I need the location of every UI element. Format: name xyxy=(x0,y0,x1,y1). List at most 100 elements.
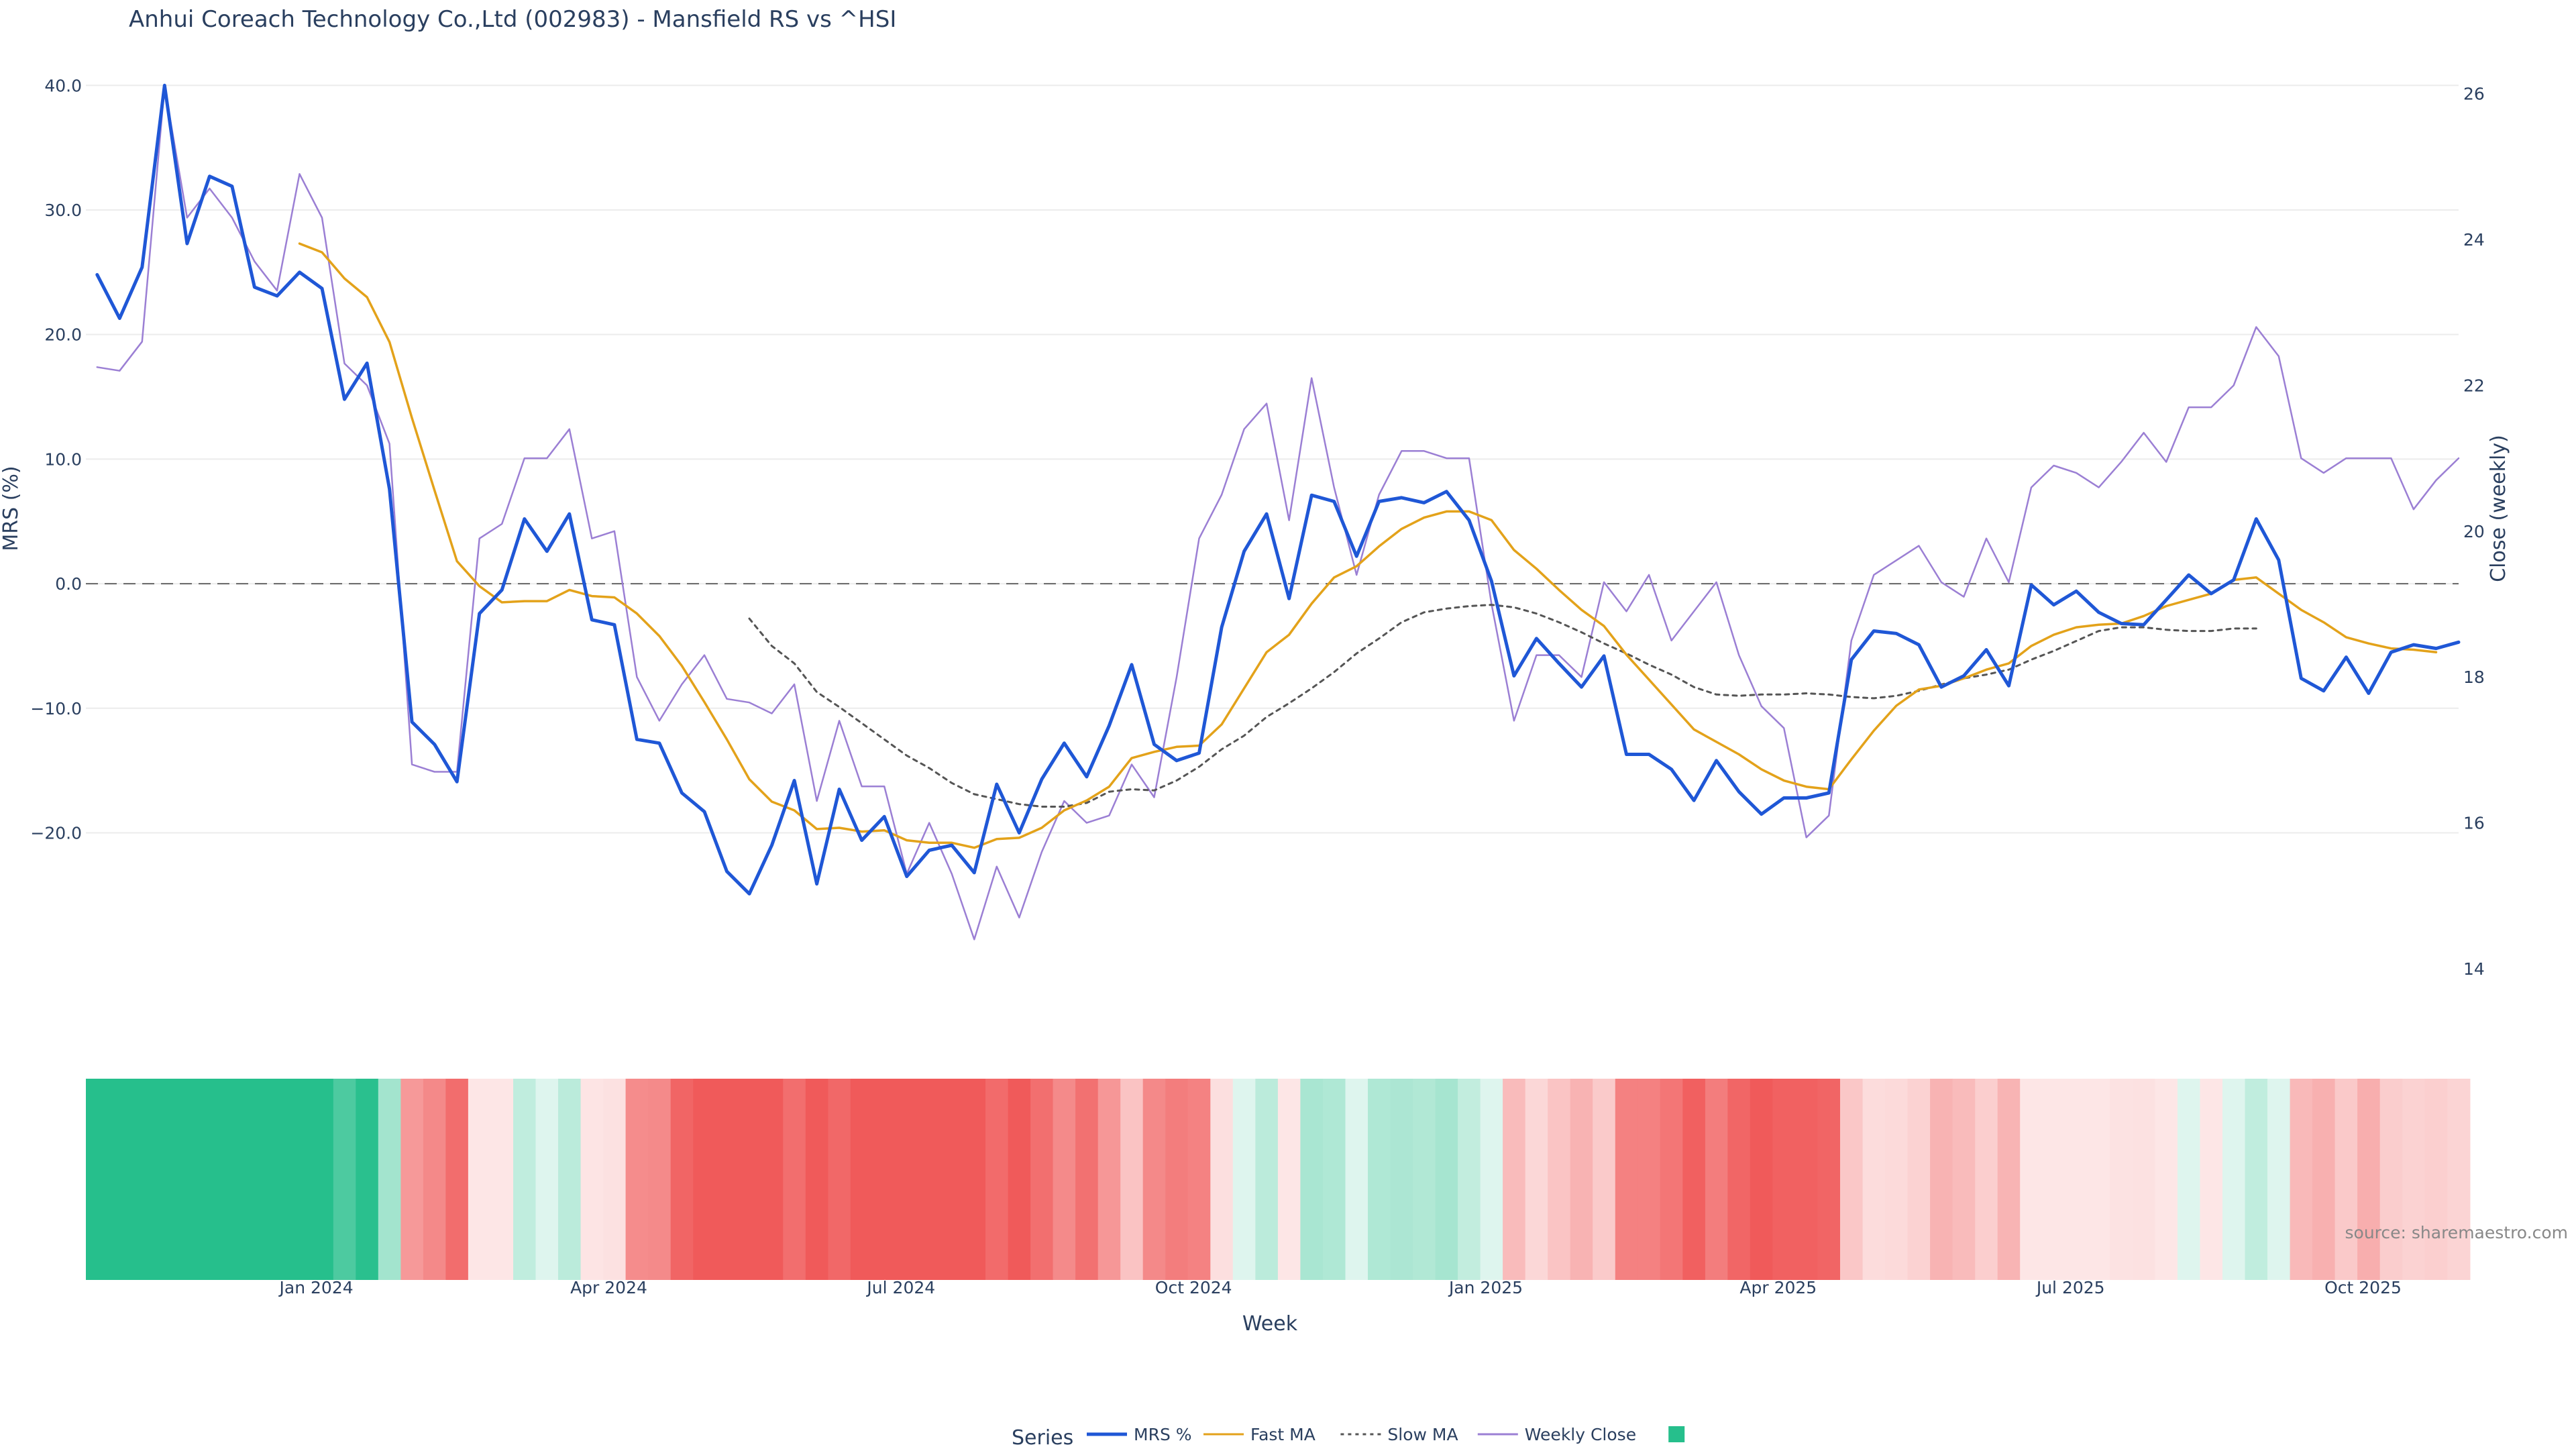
heatmap-cell xyxy=(311,1079,334,1280)
heatmap-cell xyxy=(873,1079,896,1280)
left-tick-label: 20.0 xyxy=(44,325,82,345)
x-tick-label: Jul 2024 xyxy=(865,1278,935,1297)
heatmap-cell xyxy=(1750,1079,1774,1280)
right-tick-label: 26 xyxy=(2463,85,2485,104)
heatmap-cell xyxy=(1458,1079,1481,1280)
chart-title: Anhui Coreach Technology Co.,Ltd (002983… xyxy=(129,6,896,33)
heatmap-cell xyxy=(2402,1079,2426,1280)
heatmap-cell xyxy=(1660,1079,1684,1280)
heatmap-cell xyxy=(153,1079,176,1280)
heatmap-cell xyxy=(1548,1079,1571,1280)
heatmap-cell xyxy=(2132,1079,2156,1280)
heatmap-cell xyxy=(2334,1079,2358,1280)
heatmap-cell xyxy=(490,1079,514,1280)
heatmap-cell xyxy=(378,1079,402,1280)
heatmap-cell xyxy=(2424,1079,2448,1280)
heatmap-cell xyxy=(1187,1079,1212,1280)
heatmap-cell xyxy=(1368,1079,1391,1280)
heatmap-cell xyxy=(1232,1079,1256,1280)
heatmap-cell xyxy=(176,1079,199,1280)
legend-swatch[interactable] xyxy=(1668,1426,1685,1442)
series-line-fast-ma xyxy=(298,242,2438,849)
heatmap-cell xyxy=(2200,1079,2223,1280)
heatmap-cell xyxy=(221,1079,244,1280)
heatmap-cell xyxy=(1862,1079,1886,1280)
heatmap-cell xyxy=(400,1079,424,1280)
heatmap-cell xyxy=(1277,1079,1301,1280)
legend-item-label[interactable]: Slow MA xyxy=(1387,1425,1458,1444)
heatmap-cell xyxy=(895,1079,919,1280)
left-tick-label: 0.0 xyxy=(55,574,82,594)
x-tick-label: Jan 2025 xyxy=(1448,1278,1523,1297)
heatmap-cell xyxy=(108,1079,131,1280)
left-tick-label: 30.0 xyxy=(44,201,82,220)
heatmap-cell xyxy=(445,1079,469,1280)
heatmap-cell xyxy=(1795,1079,1819,1280)
legend-item-label[interactable]: Fast MA xyxy=(1250,1425,1316,1444)
left-axis-title: MRS (%) xyxy=(0,466,23,551)
heatmap-cell xyxy=(2155,1079,2178,1280)
heatmap-cell xyxy=(1142,1079,1166,1280)
heatmap-cell xyxy=(941,1079,964,1280)
heatmap-cell xyxy=(1030,1079,1054,1280)
heatmap-cell xyxy=(468,1079,492,1280)
x-tick-label: Jul 2025 xyxy=(2035,1278,2105,1297)
heatmap-cell xyxy=(1593,1079,1616,1280)
right-tick-label: 14 xyxy=(2463,959,2485,979)
source-note: source: sharemaestro.com xyxy=(2345,1223,2569,1242)
heatmap-cell xyxy=(2245,1079,2268,1280)
heatmap-cell xyxy=(2042,1079,2066,1280)
series-line-weekly-close xyxy=(96,85,2460,941)
heatmap-cell xyxy=(2447,1079,2471,1280)
heatmap-cell xyxy=(535,1079,559,1280)
legend-item-label[interactable]: MRS % xyxy=(1134,1425,1192,1444)
heatmap-cell xyxy=(760,1079,784,1280)
x-tick-label: Oct 2024 xyxy=(1155,1278,1232,1297)
heatmap-cell xyxy=(2087,1079,2111,1280)
heatmap-cell xyxy=(1705,1079,1729,1280)
right-tick-label: 24 xyxy=(2463,230,2485,250)
heatmap-cell xyxy=(288,1079,311,1280)
heatmap-cell xyxy=(670,1079,694,1280)
x-axis-title: Week xyxy=(1242,1312,1298,1336)
heatmap-cell xyxy=(1525,1079,1548,1280)
heatmap-cell xyxy=(580,1079,604,1280)
heatmap-cell xyxy=(603,1079,627,1280)
heatmap-cell xyxy=(828,1079,851,1280)
heatmap-cell xyxy=(2267,1079,2291,1280)
heatmap-cell xyxy=(131,1079,154,1280)
heatmap-cell xyxy=(2177,1079,2201,1280)
x-tick-label: Apr 2024 xyxy=(570,1278,647,1297)
heatmap-cell xyxy=(333,1079,357,1280)
right-axis: 26 24 22 20 18 16 14 xyxy=(2463,85,2485,979)
series-line-mrs xyxy=(95,83,2461,896)
x-tick-label: Oct 2025 xyxy=(2324,1278,2402,1297)
heatmap-cell xyxy=(1120,1079,1144,1280)
heatmap-cell xyxy=(2290,1079,2313,1280)
heatmap-cell xyxy=(558,1079,582,1280)
heatmap-cell xyxy=(513,1079,537,1280)
plot-area: 40.0 30.0 20.0 10.0 0.0 −10.0 −20.0 26 24 22 20 18… xyxy=(30,76,2484,979)
heatmap-strip xyxy=(86,1079,2471,1280)
heatmap-cell xyxy=(2312,1079,2336,1280)
right-tick-label: 16 xyxy=(2463,814,2485,833)
heatmap-cell xyxy=(1817,1079,1841,1280)
heatmap-cell xyxy=(2110,1079,2133,1280)
legend-item-label[interactable]: Weekly Close xyxy=(1525,1425,1636,1444)
heatmap-cell xyxy=(1503,1079,1526,1280)
series-line-slow-ma xyxy=(748,604,2257,808)
right-tick-label: 22 xyxy=(2463,376,2485,395)
legend: Series MRS % Fast MA Slow MA Weekly Close xyxy=(1012,1425,1685,1449)
series-layer xyxy=(95,83,2461,941)
heatmap-cell xyxy=(1345,1079,1368,1280)
heatmap-cell xyxy=(1615,1079,1639,1280)
right-axis-title: Close (weekly) xyxy=(2487,435,2510,582)
heatmap-cell xyxy=(1165,1079,1189,1280)
right-tick-label: 18 xyxy=(2463,667,2485,687)
heatmap-cell xyxy=(266,1079,289,1280)
heatmap-cell xyxy=(1930,1079,1953,1280)
heatmap-cell xyxy=(1952,1079,1976,1280)
heatmap-cell xyxy=(243,1079,266,1280)
heatmap-cell xyxy=(1840,1079,1864,1280)
left-tick-label: 40.0 xyxy=(44,76,82,95)
